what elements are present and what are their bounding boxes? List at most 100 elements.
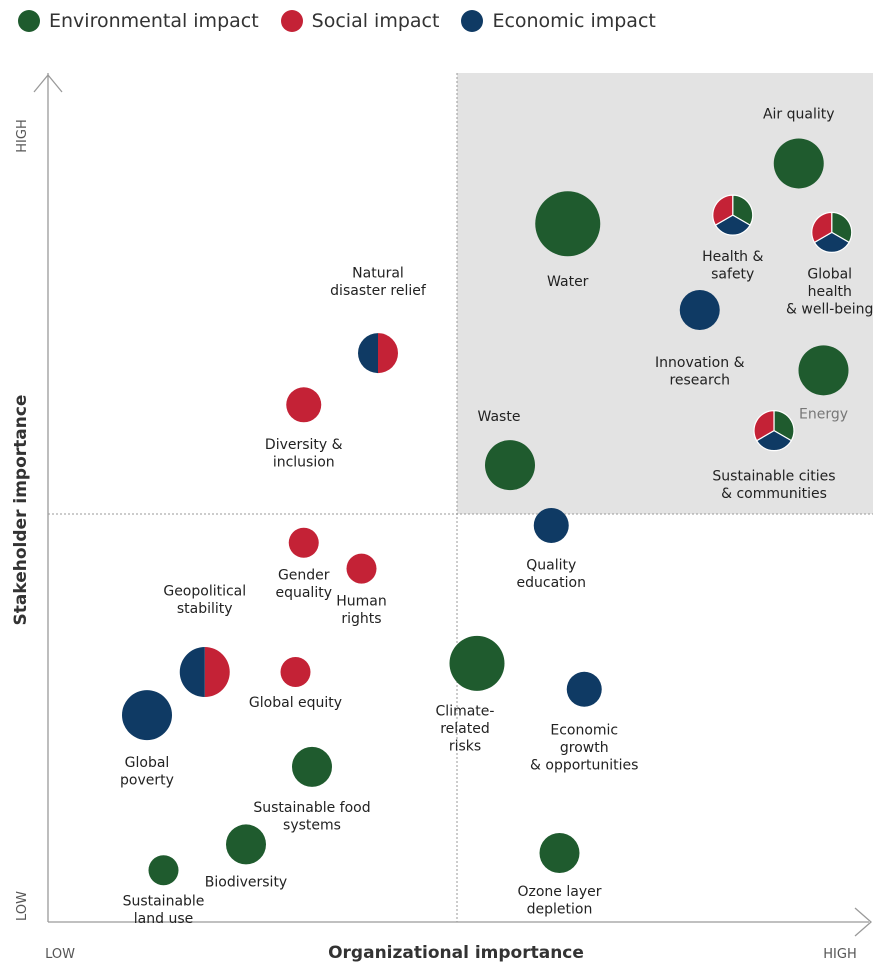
- point-label-line: Global: [807, 266, 852, 282]
- bubble-sustainable-land-use: [148, 855, 179, 886]
- chart-legend: Environmental impact Social impact Econo…: [18, 10, 656, 32]
- point-label-line: & opportunities: [530, 757, 638, 773]
- legend-label-environmental: Environmental impact: [49, 10, 259, 32]
- bubble-fill-global-equity: [280, 657, 311, 688]
- point-label-line: Sustainable food: [253, 800, 370, 816]
- bubble-climate-related-risks: [449, 635, 505, 691]
- bubble-fill-innovation-research: [679, 289, 720, 330]
- bubble-fill-gender-equality: [288, 527, 319, 558]
- point-label-line: systems: [283, 817, 341, 833]
- bubble-fill-human-rights: [346, 553, 377, 584]
- bubble-fill-air-quality: [773, 138, 824, 189]
- point-label-gender-equality: Gender equality: [275, 568, 332, 602]
- point-label-ozone-layer-depletion: Ozone layer depletion: [518, 884, 602, 918]
- bubbles-layer: [122, 138, 853, 886]
- point-label-innovation-research: Innovation & research: [655, 355, 745, 389]
- bubble-global-poverty: [122, 690, 172, 741]
- x-axis-label: Organizational importance: [328, 943, 584, 963]
- bubble-segment-health-safety-s: [712, 194, 734, 226]
- x-axis-arrow: [854, 907, 872, 937]
- point-label-line: disaster relief: [330, 283, 427, 299]
- bubble-segment-sustainable-cities-communities-ec: [755, 429, 793, 452]
- bubble-segment-sustainable-cities-communities-s: [753, 410, 775, 442]
- point-label-line: Global: [125, 755, 170, 771]
- x-tick-low: LOW: [45, 947, 75, 962]
- point-label-line: risks: [449, 738, 481, 754]
- bubble-economic-growth-opportunities: [566, 671, 602, 707]
- point-label-line: equality: [275, 585, 332, 601]
- point-label-waste: Waste: [478, 409, 521, 425]
- bubble-waste: [485, 440, 535, 491]
- legend-swatch-social: [280, 10, 303, 32]
- bubble-segment-health-safety-ec: [714, 214, 751, 236]
- point-label-quality-education: Quality education: [517, 557, 586, 591]
- bubble-fill-water: [535, 191, 601, 257]
- point-label-sustainable-cities-communities: Sustainable cities & communities: [712, 469, 835, 503]
- bubble-global-health-well-being: [811, 211, 853, 253]
- bubble-segment-geopolitical-stability-ec: [179, 647, 205, 698]
- bubble-global-equity: [280, 657, 311, 688]
- point-label-line: stability: [177, 601, 233, 617]
- point-label-line: poverty: [120, 773, 174, 789]
- point-label-line: inclusion: [273, 454, 335, 470]
- point-label-line: Gender: [278, 568, 330, 584]
- bubble-natural-disaster-relief: [358, 333, 398, 374]
- legend-item-environmental: Environmental impact: [18, 10, 259, 32]
- bubble-fill-quality-education: [533, 507, 569, 543]
- legend-label-economic: Economic impact: [492, 10, 656, 32]
- point-label-line: growth: [560, 740, 609, 756]
- point-label-energy: Energy: [799, 406, 848, 422]
- bubble-human-rights: [346, 553, 377, 584]
- bubble-air-quality: [773, 138, 824, 189]
- point-label-sustainable-land-use: Sustainable land use: [123, 893, 205, 927]
- labels-layer: Air quality Water Health & safety Global heal…: [120, 106, 873, 926]
- point-label-line: Natural: [352, 266, 404, 282]
- bubble-segment-natural-disaster-relief-s: [378, 333, 398, 374]
- bubble-fill-global-poverty: [122, 690, 172, 741]
- point-label-line: safety: [711, 267, 754, 283]
- point-label-line: related: [440, 721, 490, 737]
- point-label-line: education: [517, 575, 586, 591]
- legend-swatch-environmental: [18, 10, 40, 32]
- point-label-line: Geopolitical: [163, 584, 246, 600]
- bubble-fill-waste: [485, 440, 535, 491]
- bubble-segment-global-health-well-being-s: [811, 211, 833, 244]
- point-label-climate-related-risks: Climate-related risks: [436, 703, 495, 754]
- bubble-segment-natural-disaster-relief-ec: [358, 333, 378, 374]
- bubble-health-safety: [712, 194, 754, 236]
- point-label-line: Sustainable: [123, 893, 205, 909]
- point-label-diversity-inclusion: Diversity & inclusion: [265, 437, 343, 471]
- point-label-line: research: [669, 372, 730, 388]
- bubble-ozone-layer-depletion: [539, 833, 580, 874]
- point-label-line: Economic: [550, 722, 618, 738]
- point-label-line: Biodiversity: [205, 874, 287, 890]
- bubble-fill-ozone-layer-depletion: [539, 833, 580, 874]
- point-label-line: Climate-: [436, 703, 495, 719]
- point-label-global-equity: Global equity: [249, 695, 342, 711]
- bubble-diversity-inclusion: [286, 387, 322, 423]
- point-label-line: land use: [134, 911, 193, 927]
- x-tick-high: HIGH: [823, 947, 856, 962]
- bubble-quality-education: [533, 507, 569, 543]
- legend-label-social: Social impact: [311, 10, 440, 32]
- y-axis-arrow: [33, 73, 63, 93]
- point-label-line: Human: [336, 594, 387, 610]
- bubble-segment-geopolitical-stability-s: [204, 647, 230, 698]
- point-label-line: Sustainable cities: [712, 469, 835, 485]
- point-label-line: Health &: [702, 249, 763, 265]
- point-label-air-quality: Air quality: [763, 106, 835, 122]
- point-label-line: Innovation &: [655, 355, 745, 371]
- point-label-line: depletion: [527, 902, 593, 918]
- bubble-fill-economic-growth-opportunities: [566, 671, 602, 707]
- point-label-geopolitical-stability: Geopolitical stability: [163, 584, 246, 618]
- bubble-innovation-research: [679, 289, 720, 330]
- point-label-health-safety: Health & safety: [702, 249, 763, 283]
- point-label-line: rights: [341, 611, 381, 627]
- bubble-fill-sustainable-land-use: [148, 855, 179, 886]
- bubble-fill-climate-related-risks: [449, 635, 505, 691]
- point-label-human-rights: Human rights: [336, 594, 387, 628]
- y-axis-label: Stakeholder importance: [11, 395, 31, 626]
- bubble-segment-global-health-well-being-ec: [813, 231, 850, 253]
- legend-item-social: Social impact: [280, 10, 440, 32]
